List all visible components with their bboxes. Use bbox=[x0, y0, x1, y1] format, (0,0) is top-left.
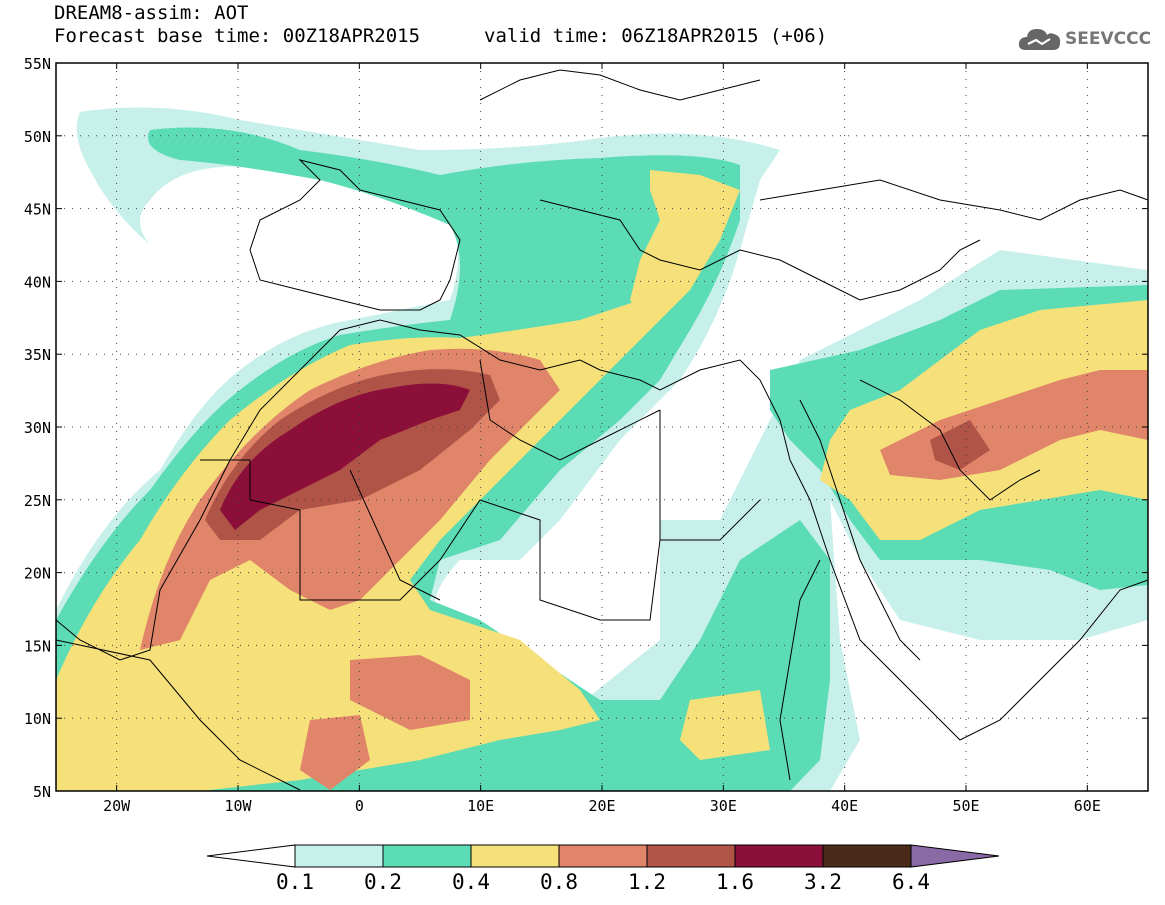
title-line-1: DREAM8-assim: AOT bbox=[54, 2, 249, 24]
colorbar-box bbox=[382, 844, 472, 868]
coastlines bbox=[56, 69, 1148, 791]
graticule bbox=[56, 62, 1148, 792]
colorbar-label: 6.4 bbox=[892, 870, 930, 894]
title-valid-time: valid time: 06Z18APR2015 (+06) bbox=[484, 25, 828, 47]
lat-label: 30N bbox=[24, 419, 51, 437]
lon-label: 20W bbox=[103, 797, 131, 815]
colorbar-label: 1.2 bbox=[628, 870, 666, 894]
lat-label: 25N bbox=[24, 492, 51, 510]
colorbar-label: 0.4 bbox=[452, 870, 490, 894]
colorbar-box bbox=[822, 844, 912, 868]
lat-label: 45N bbox=[24, 201, 51, 219]
lon-label: 60E bbox=[1074, 797, 1101, 815]
colorbar-box bbox=[646, 844, 736, 868]
colorbar-label: 0.1 bbox=[276, 870, 314, 894]
colorbar-label: 0.8 bbox=[540, 870, 578, 894]
lon-label: 10W bbox=[224, 797, 252, 815]
lat-label: 55N bbox=[24, 55, 51, 73]
lon-labels: 20W 10W 0 10E 20E 30E 40E 50E 60E bbox=[103, 797, 1101, 815]
colorbar-label: 0.2 bbox=[364, 870, 402, 894]
lat-label: 40N bbox=[24, 273, 51, 291]
seevccc-logo: SEEVCCC bbox=[1018, 24, 1151, 54]
lat-label: 50N bbox=[24, 128, 51, 146]
lat-label: 15N bbox=[24, 637, 51, 655]
aot-contour-0.4 bbox=[56, 170, 1148, 791]
lat-label: 10N bbox=[24, 710, 51, 728]
lon-label: 40E bbox=[831, 797, 858, 815]
colorbar-box bbox=[558, 844, 648, 868]
lon-label: 10E bbox=[467, 797, 494, 815]
colorbar-label: 3.2 bbox=[804, 870, 842, 894]
lat-label: 35N bbox=[24, 346, 51, 364]
aot-field bbox=[56, 63, 1148, 791]
title-base-time: Forecast base time: 00Z18APR2015 bbox=[54, 25, 421, 47]
colorbar-box bbox=[294, 844, 384, 868]
lat-labels: 55N 50N 45N 40N 35N 30N 25N 20N 15N 10N 5N bbox=[24, 55, 51, 801]
colorbar-box bbox=[734, 844, 824, 868]
cloud-icon bbox=[1018, 29, 1061, 50]
lat-label: 20N bbox=[24, 565, 51, 583]
lon-label: 20E bbox=[588, 797, 615, 815]
lon-label: 50E bbox=[952, 797, 979, 815]
lon-label: 30E bbox=[710, 797, 737, 815]
logo-text: SEEVCCC bbox=[1065, 29, 1152, 49]
colorbar-min-triangle bbox=[206, 844, 296, 868]
lon-label: 0 bbox=[355, 797, 364, 815]
lat-label: 5N bbox=[33, 783, 51, 801]
colorbar-max-triangle bbox=[910, 844, 1000, 868]
colorbar bbox=[206, 844, 1000, 868]
colorbar-label: 1.6 bbox=[716, 870, 754, 894]
colorbar-box bbox=[470, 844, 560, 868]
aot-contour-1.6 bbox=[220, 383, 470, 530]
